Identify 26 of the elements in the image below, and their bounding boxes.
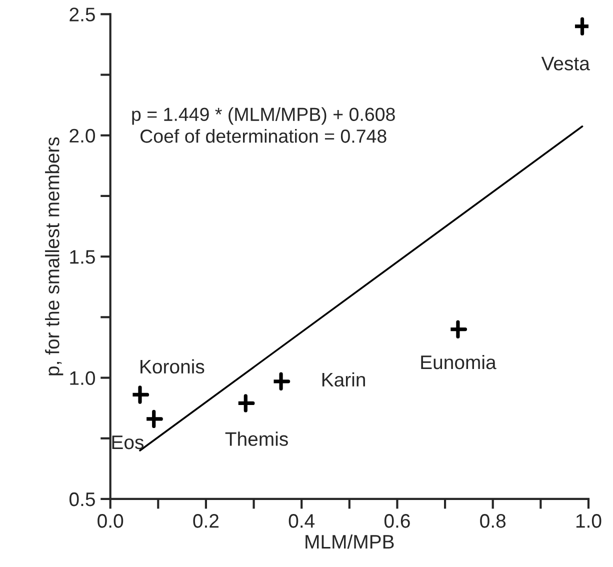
x-tick-label: 0.8 xyxy=(480,514,506,528)
annotation: Themis xyxy=(225,432,288,446)
point xyxy=(144,410,163,428)
point xyxy=(130,386,150,404)
x-tick-label: 0.4 xyxy=(288,514,315,528)
annotation: Vesta xyxy=(541,56,590,70)
annotation: Eos xyxy=(112,436,144,450)
y-tick-label: 1.5 xyxy=(70,250,95,264)
annotation: Koronis xyxy=(140,359,204,374)
y-tick-label: 0.5 xyxy=(69,492,95,506)
annotation: Karin xyxy=(322,372,365,387)
y-tick-label: 2.0 xyxy=(70,128,95,143)
y-tick-label: 2.5 xyxy=(70,8,95,22)
y-axis-title: p, for the smallest members xyxy=(45,137,64,376)
x-tick-label: 0.6 xyxy=(384,514,410,528)
annotation: p = 1.449 * (MLM/MPB) + 0.608 xyxy=(132,107,395,125)
x-tick-label: 0.0 xyxy=(98,514,124,528)
annotation: Eunomia xyxy=(421,354,496,370)
x-tick-label: 1.0 xyxy=(576,514,602,528)
y-tick-label: 1.0 xyxy=(70,371,95,385)
point xyxy=(236,394,255,412)
x-tick-label: 0.2 xyxy=(193,514,219,528)
x-axis-title: MLM/MPB xyxy=(306,534,394,549)
annotation: Coef of determination = 0.748 xyxy=(140,129,386,143)
point xyxy=(272,372,290,390)
point xyxy=(448,320,468,338)
